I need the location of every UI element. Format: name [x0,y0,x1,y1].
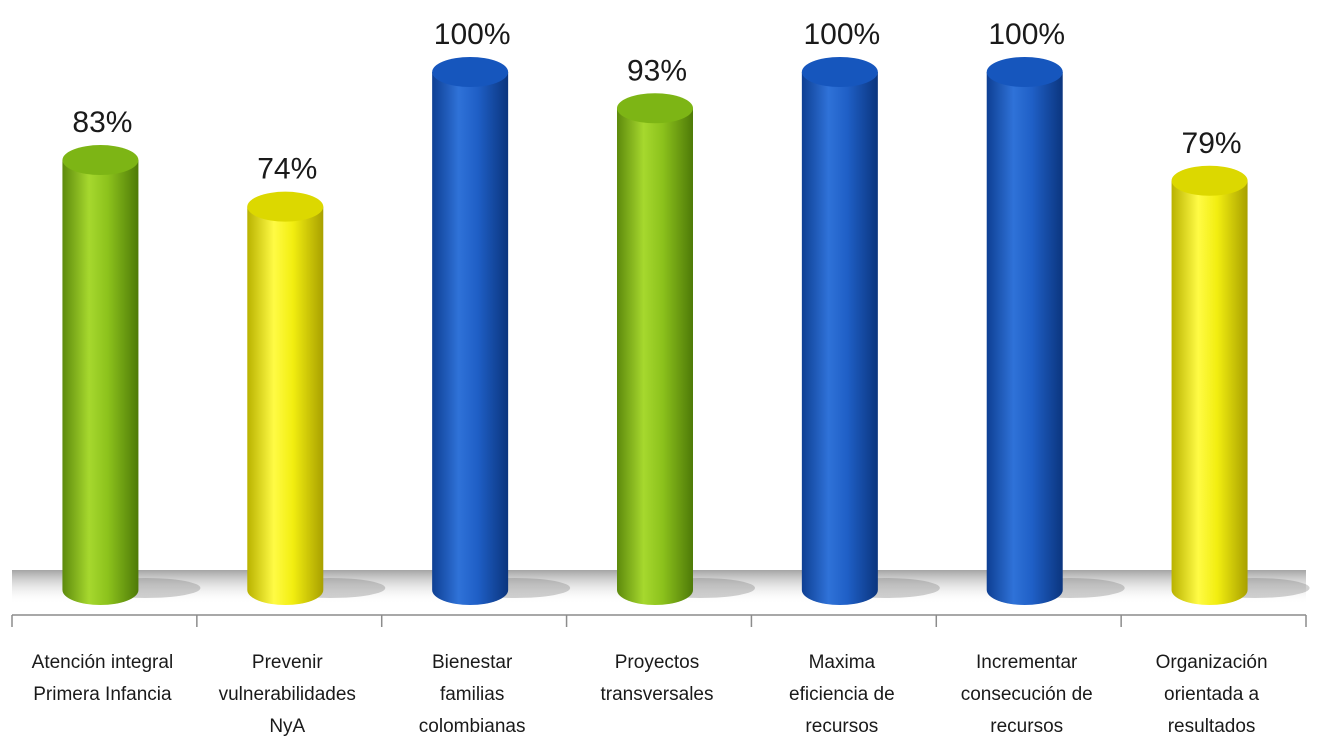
bar-top-cap [617,93,693,124]
value-label: 93% [627,54,687,87]
value-label: 74% [257,153,317,186]
bar [617,93,755,605]
category-label-line: recursos [805,716,878,737]
category-label-line: Incrementar [976,652,1078,673]
bar [62,145,201,606]
category-label-line: Organización [1156,652,1268,673]
value-label: 83% [72,106,132,139]
bar-top-cap [432,57,509,87]
category-label-line: recursos [990,716,1063,737]
category-label-line: consecución de [961,684,1093,705]
bars-layer [62,57,1310,606]
bar-top-cap [986,57,1063,87]
bar-top-cap [1171,165,1248,196]
bar-body [617,108,693,605]
bar [801,57,940,606]
category-label-line: Atención integral [32,652,174,673]
category-label-line: Prevenir [252,652,323,673]
bar-top-cap [801,57,878,87]
bar [986,57,1125,605]
bar-body [801,72,878,606]
value-label: 100% [434,18,511,51]
category-label-line: orientada a [1164,684,1260,705]
category-labels-layer: Atención integral Primera Infancia Preveni… [32,652,1268,737]
category-label: Proyectos transversales [601,652,714,705]
bar-body [986,72,1063,605]
category-label-line: colombianas [419,716,526,737]
category-label-line: Proyectos [615,652,699,673]
category-label-line: Bienestar [432,652,513,673]
category-label: Atención integral Primera Infancia [32,652,174,705]
category-label: Incrementar consecución de recursos [961,652,1093,737]
bar [1171,165,1310,605]
bar-body [247,206,324,605]
category-label: Organización orientada a resultados [1156,652,1268,737]
category-label: Bienestar familias colombianas [419,652,526,737]
value-labels-layer: 83% 74% 100% 93% 100% 100% 79% [72,18,1241,186]
bar-body [62,160,139,606]
bar-body [432,72,509,606]
bar [247,191,386,605]
category-label-line: resultados [1168,716,1256,737]
category-label: Prevenir vulnerabilidades NyA [219,652,356,737]
bar-body [1171,180,1248,605]
category-label: Maxima eficiencia de recursos [789,652,895,737]
bar-top-cap [247,191,324,222]
bar-top-cap [62,145,139,176]
category-label-line: NyA [269,716,305,737]
category-label-line: transversales [601,684,714,705]
category-label-line: familias [440,684,504,705]
value-label: 100% [803,18,880,51]
category-label-line: Maxima [809,652,876,673]
category-label-line: Primera Infancia [33,684,172,705]
value-label: 100% [988,18,1065,51]
category-label-line: eficiencia de [789,684,895,705]
value-label: 79% [1182,127,1242,160]
category-label-line: vulnerabilidades [219,684,356,705]
x-axis [11,614,1307,627]
bar [432,57,571,606]
